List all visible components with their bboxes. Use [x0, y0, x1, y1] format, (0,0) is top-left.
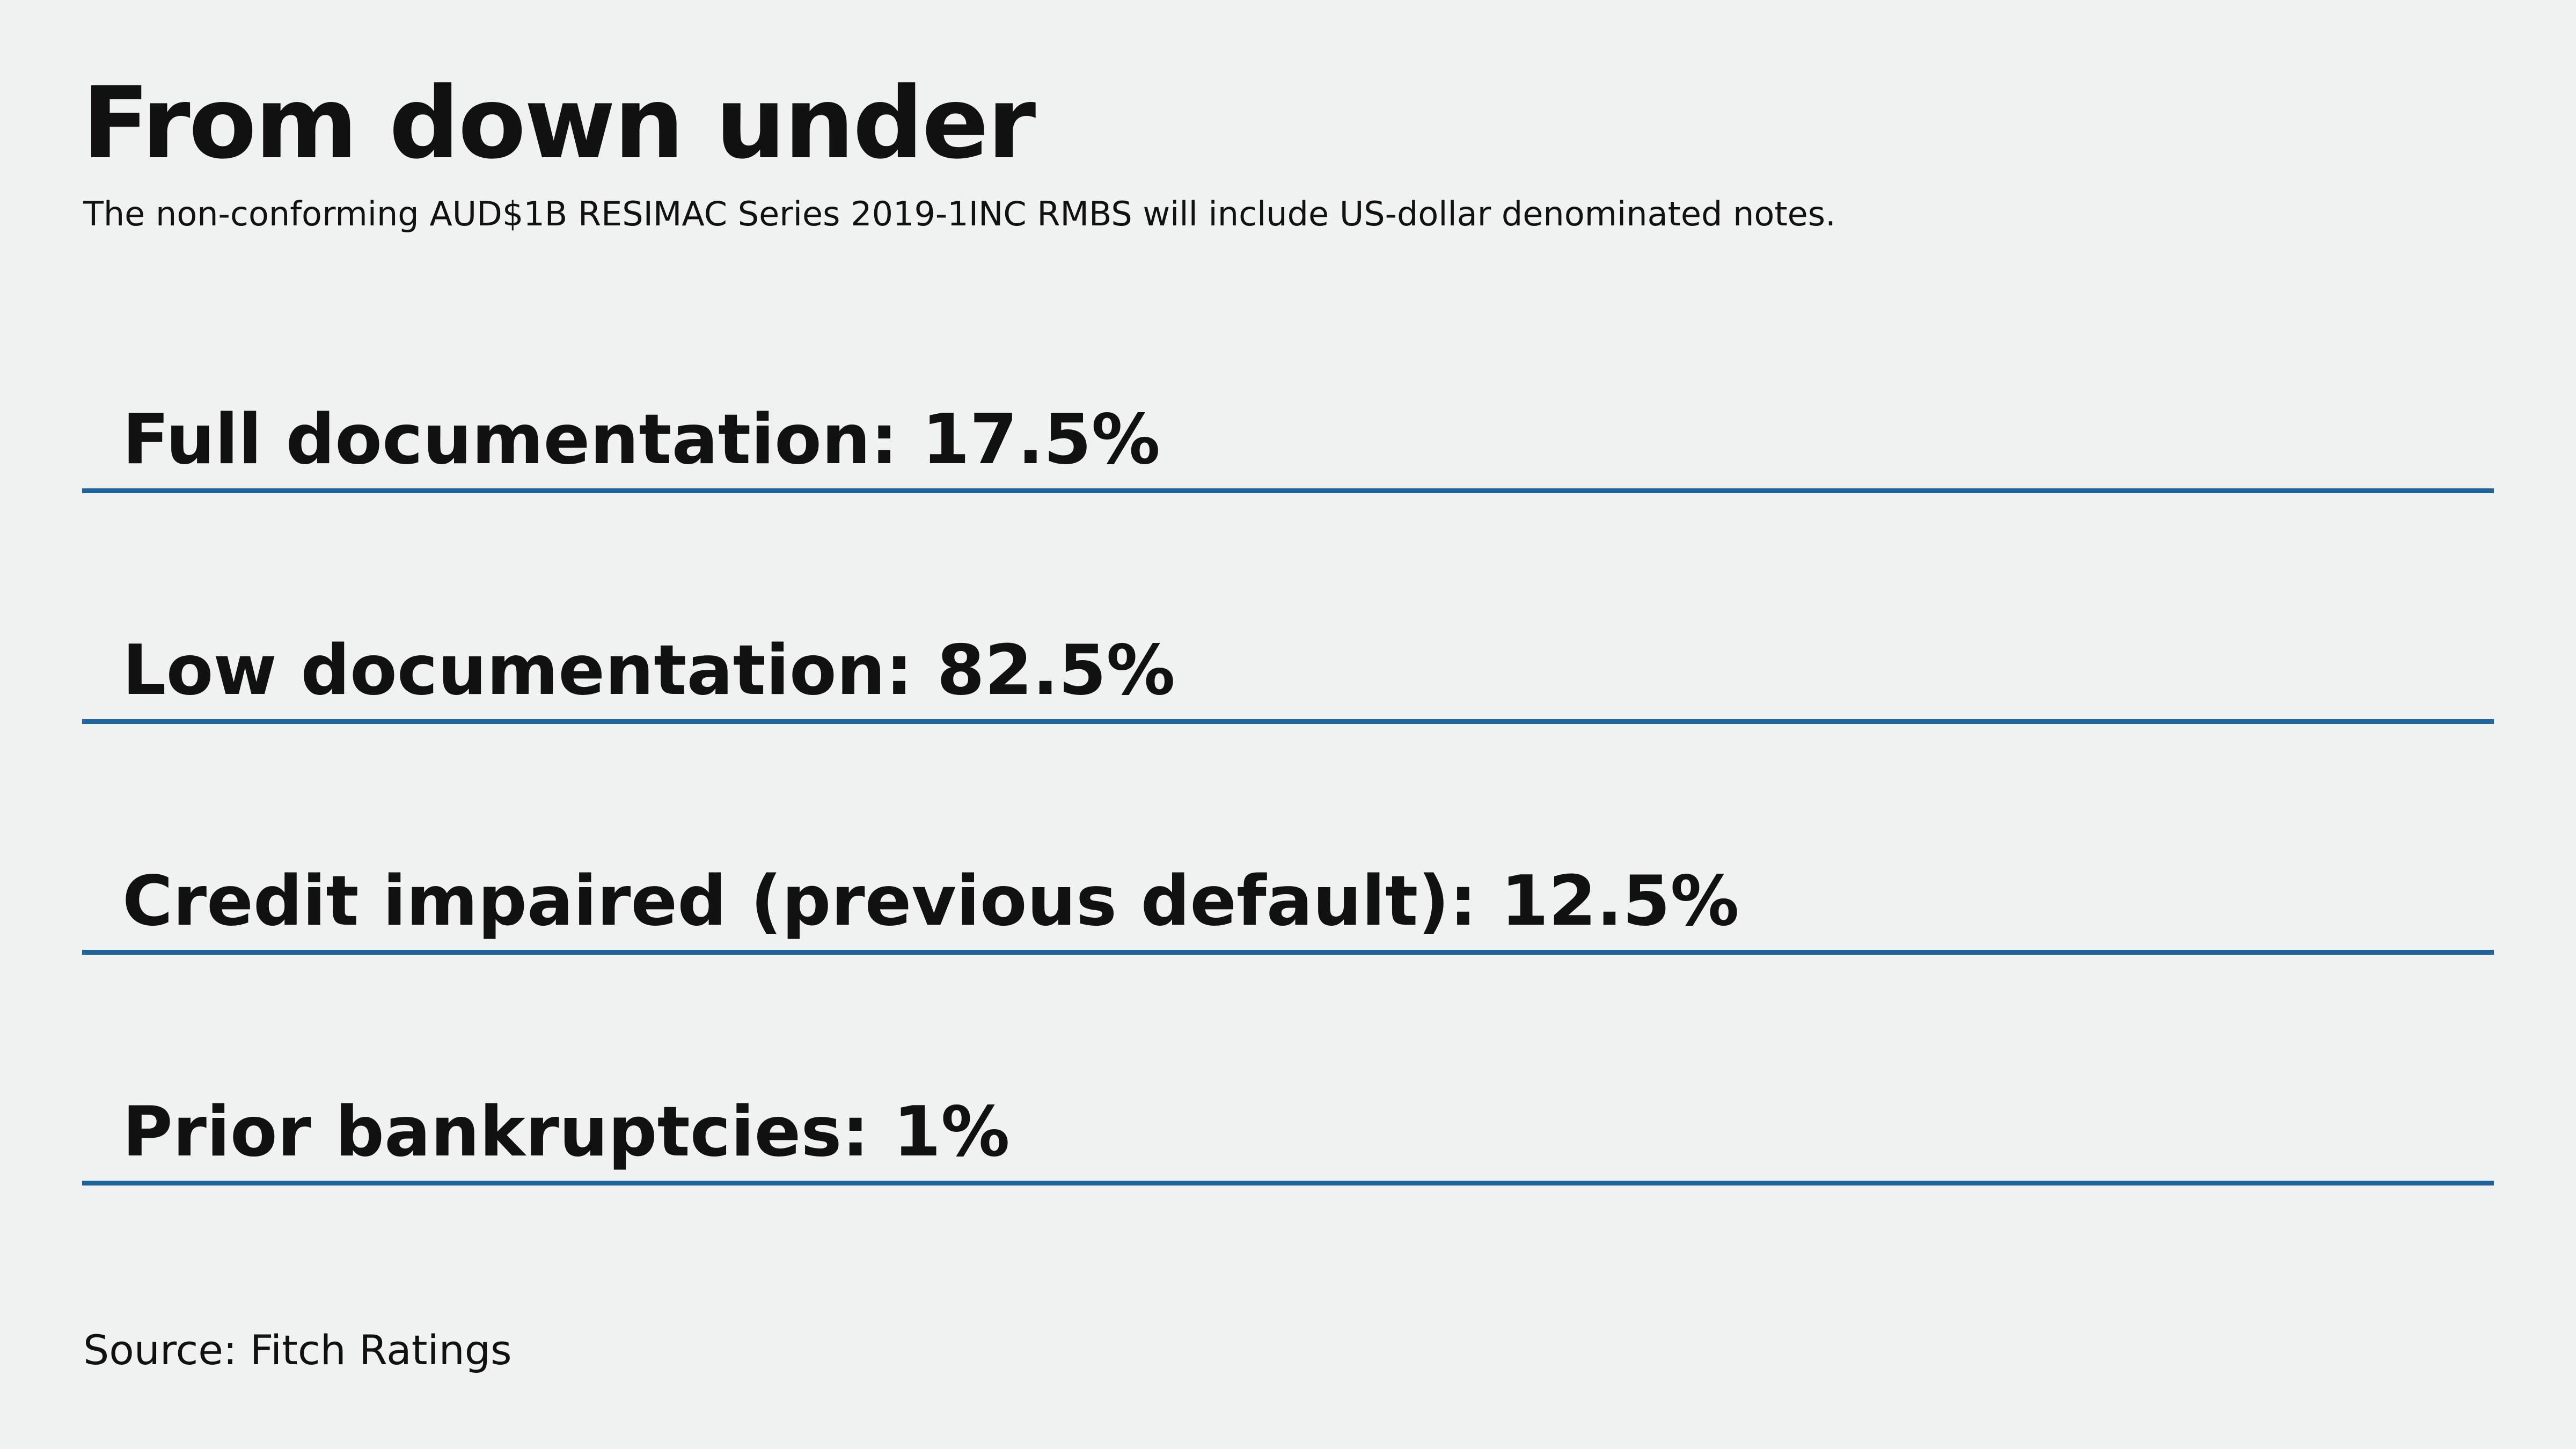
source-note: Source: Fitch Ratings: [83, 1326, 512, 1374]
page-subtitle: The non-conforming AUD$1B RESIMAC Series…: [83, 194, 1836, 233]
stat-row-low-documentation: Low documentation: 82.5%: [82, 617, 2494, 724]
stat-label: Full documentation: 17.5%: [122, 400, 1160, 480]
page-title: From down under: [82, 66, 1036, 181]
stat-row-credit-impaired: Credit impaired (previous default): 12.5…: [82, 848, 2494, 955]
stat-label: Credit impaired (previous default): 12.5…: [122, 861, 1739, 941]
stat-row-prior-bankruptcies: Prior bankruptcies: 1%: [82, 1079, 2494, 1185]
stat-label: Prior bankruptcies: 1%: [122, 1092, 1010, 1172]
stat-label: Low documentation: 82.5%: [122, 631, 1175, 711]
stat-row-full-documentation: Full documentation: 17.5%: [82, 386, 2494, 493]
